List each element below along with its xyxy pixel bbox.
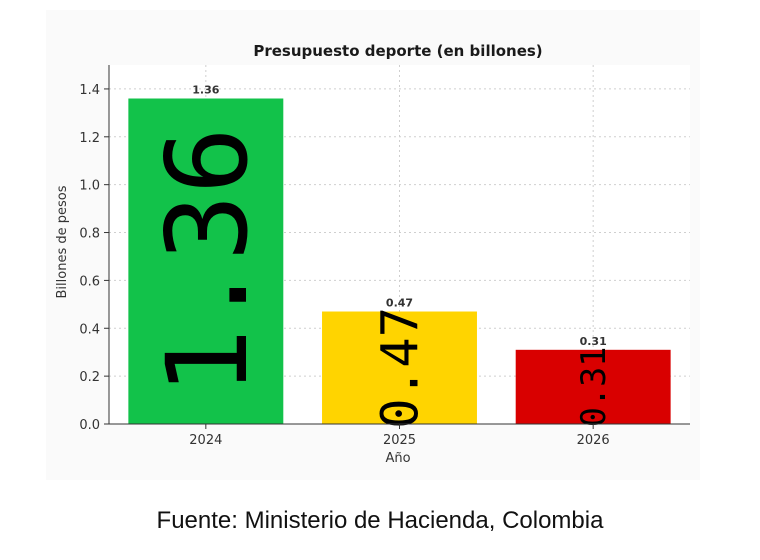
bar-inner-label: 0.31 <box>574 347 613 427</box>
bars: 1.36 1.36 0.470.47 0.310.31 <box>128 84 671 429</box>
y-tick-label: 0.4 <box>79 322 100 337</box>
ticks: 0.0 0.2 0.4 0.6 0.8 1.0 1.2 1.4 2024 2025 2026 <box>79 83 609 448</box>
bar <box>322 311 477 424</box>
y-axis-label: Billones de pesos <box>55 185 70 298</box>
y-tick-label: 0.0 <box>79 418 100 433</box>
y-tick-label: 0.2 <box>79 370 100 385</box>
bar <box>128 98 284 425</box>
source-caption: Fuente: Ministerio de Hacienda, Colombia <box>156 507 604 534</box>
x-tick-label: 2026 <box>577 433 610 448</box>
y-tick-label: 1.4 <box>79 83 100 98</box>
bar-value-label: 1.36 <box>192 84 219 97</box>
bar-inner-label: 1.36 <box>143 127 273 396</box>
bar <box>515 349 671 424</box>
y-tick-label: 1.0 <box>79 179 100 194</box>
bar-value-label: 0.31 <box>580 335 607 348</box>
x-tick-label: 2025 <box>383 433 416 448</box>
y-tick-label: 0.8 <box>79 227 100 242</box>
bar-value-label: 0.47 <box>386 297 413 310</box>
x-axis-label: Año <box>385 451 410 466</box>
chart-title: Presupuesto deporte (en billones) <box>253 42 542 60</box>
bar-chart: Presupuesto deporte (en billones) 1.361.… <box>55 42 690 466</box>
y-tick-label: 1.2 <box>79 131 100 146</box>
y-tick-label: 0.6 <box>79 274 100 289</box>
bar-inner-label: 0.47 <box>371 307 430 429</box>
x-tick-label: 2024 <box>189 433 222 448</box>
